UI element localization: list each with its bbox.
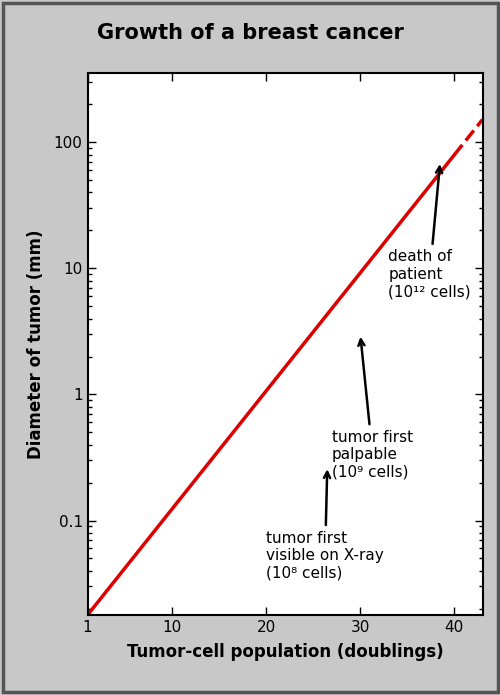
Text: tumor first
visible on X-ray
(10⁸ cells): tumor first visible on X-ray (10⁸ cells) <box>266 472 384 580</box>
Text: death of
patient
(10¹² cells): death of patient (10¹² cells) <box>388 167 471 300</box>
X-axis label: Tumor-cell population (doublings): Tumor-cell population (doublings) <box>126 644 444 661</box>
Y-axis label: Diameter of tumor (mm): Diameter of tumor (mm) <box>28 229 46 459</box>
Text: tumor first
palpable
(10⁹ cells): tumor first palpable (10⁹ cells) <box>332 339 413 480</box>
Text: Growth of a breast cancer: Growth of a breast cancer <box>96 23 404 43</box>
